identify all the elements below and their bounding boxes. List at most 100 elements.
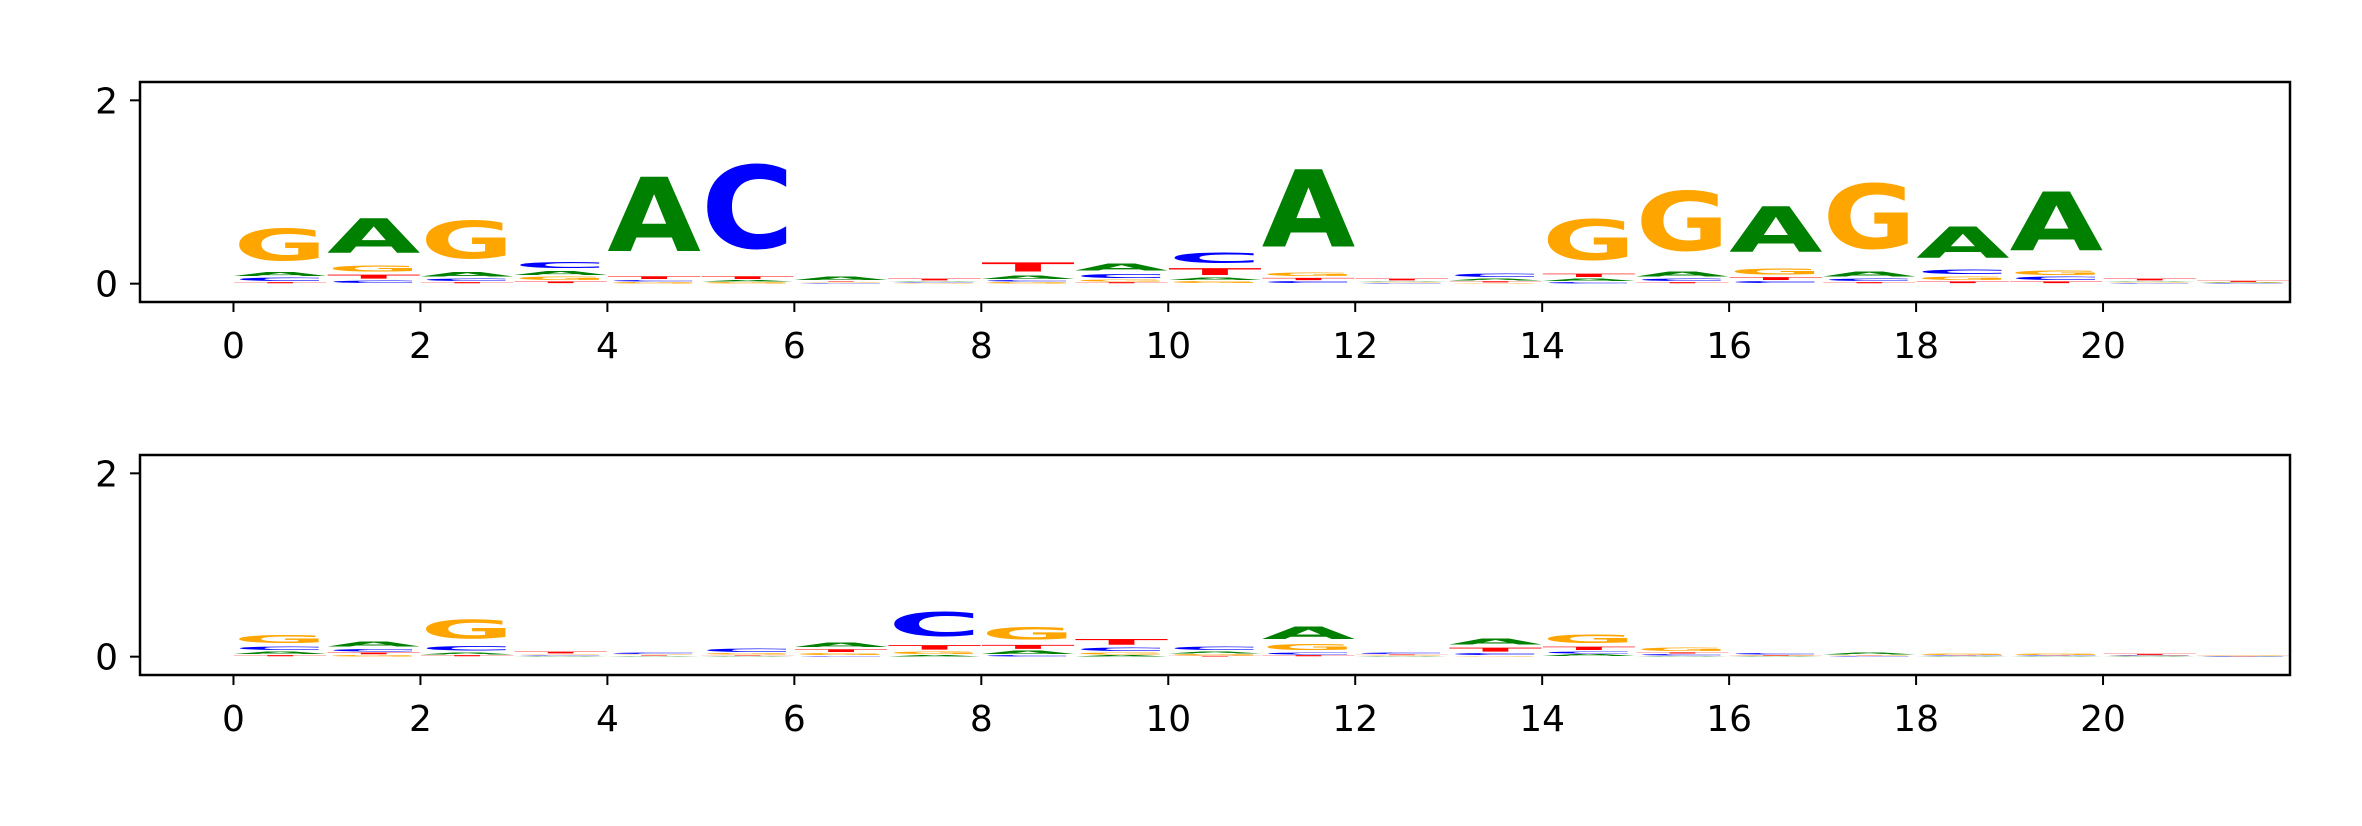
logo-letter-a: A <box>327 210 421 265</box>
logo-letter-t: T <box>607 275 700 280</box>
logo-letter-g: G <box>888 651 981 655</box>
logo-letter-t: T <box>420 282 513 284</box>
logo-letter-a: A <box>1262 623 1356 643</box>
logo-letter-a: A <box>1262 149 1356 272</box>
x-tick-label: 4 <box>596 326 619 367</box>
logo-letter-a: A <box>327 640 420 648</box>
logo-letter-t: T <box>1542 646 1635 651</box>
x-tick-label: 6 <box>783 326 806 367</box>
logo-letter-a: A <box>981 650 1074 655</box>
logo-letter-t: T <box>1449 647 1542 653</box>
logo-letter-c: C <box>794 656 887 657</box>
logo-letter-t: T <box>701 275 794 280</box>
logo-letter-t: T <box>2197 280 2290 282</box>
logo-letter-g: G <box>1355 282 1448 283</box>
axes-frame <box>138 80 2292 304</box>
logo-letter-t: T <box>233 282 326 284</box>
logo-letter-c: C <box>1916 268 2009 275</box>
logo-letter-g: G <box>1636 176 1729 270</box>
logo-letter-g: G <box>1449 283 1542 284</box>
logo-letter-a: A <box>1449 638 1542 647</box>
logo-letter-a: A <box>1075 262 1168 273</box>
x-tick-label: 8 <box>970 326 993 367</box>
x-tick-label: 2 <box>409 326 432 367</box>
logo-letter-g: G <box>1823 167 1916 270</box>
y-tick-label: 2 <box>95 81 118 122</box>
logo-letter-a: A <box>420 271 513 278</box>
logo-letter-c: C <box>327 648 420 652</box>
logo-letter-t: T <box>1449 281 1542 283</box>
x-tick-label: 6 <box>783 699 806 740</box>
logo-letter-a: A <box>514 270 607 276</box>
logo-letters: TACGGTCATACGACGTATGCATGCCGTAAGTCCATGAGCT… <box>233 606 2290 657</box>
logo-letter-g: G <box>888 283 981 284</box>
logo-letter-g: G <box>607 282 700 284</box>
logo-panel-top: TCAGCTGATCAGTGACGCTAGATCCGTAGCATGCATTGCA… <box>95 80 2292 367</box>
y-tick-label: 2 <box>95 454 118 495</box>
logo-letter-g: G <box>1636 647 1729 652</box>
logo-letter-g: G <box>701 653 794 655</box>
logo-letter-a: A <box>701 280 794 282</box>
logo-letter-g: G <box>1262 643 1355 652</box>
logo-letter-c: C <box>981 655 1074 657</box>
logo-letter-t: T <box>1542 273 1635 278</box>
logo-letter-t: T <box>794 281 887 282</box>
logo-letter-t: T <box>888 278 981 281</box>
x-tick-label: 14 <box>1519 326 1565 367</box>
logo-letter-c: C <box>1729 281 1822 284</box>
logo-letter-t: T <box>1355 278 1448 281</box>
logo-letter-g: G <box>514 654 607 655</box>
x-tick-label: 0 <box>222 699 245 740</box>
logo-letter-g: G <box>981 624 1074 644</box>
logo-letter-t: T <box>2010 281 2103 284</box>
logo-letter-t: T <box>1075 637 1168 646</box>
logo-letter-t: T <box>1168 266 1261 277</box>
logo-letter-c: C <box>1168 250 1261 266</box>
logo-letter-g: G <box>1729 267 1822 276</box>
logo-letter-g: G <box>2197 655 2290 656</box>
logo-letter-t: T <box>981 260 1074 275</box>
logo-letter-c: C <box>981 280 1074 282</box>
logo-letter-a: A <box>1636 270 1729 278</box>
logo-letter-t: T <box>1729 655 1822 656</box>
logo-letter-c: C <box>607 280 700 282</box>
logo-letter-g: G <box>1542 632 1635 646</box>
logo-letter-t: T <box>327 652 420 655</box>
logo-letter-g: G <box>1168 281 1261 284</box>
x-tick-label: 18 <box>1893 699 1939 740</box>
logo-letter-g: G <box>1916 275 2009 280</box>
logo-letter-c: C <box>701 648 794 653</box>
logo-letter-c: C <box>420 645 513 652</box>
logo-letter-c: C <box>1542 651 1635 654</box>
x-tick-label: 14 <box>1519 699 1565 740</box>
logo-letter-a: A <box>1916 218 2009 268</box>
logo-letter-a: A <box>1075 655 1168 657</box>
x-tick-label: 10 <box>1145 326 1191 367</box>
logo-letter-a: A <box>1355 281 1448 282</box>
logo-letter-a: A <box>794 276 887 281</box>
logo-letter-g: G <box>514 276 607 281</box>
logo-letter-t: T <box>1823 282 1916 284</box>
logo-letter-a: A <box>233 651 326 655</box>
logo-letter-c: C <box>888 606 981 644</box>
x-tick-label: 18 <box>1893 326 1939 367</box>
axes-frame <box>138 453 2292 677</box>
logo-letter-a: A <box>2010 176 2103 269</box>
logo-letter-a: A <box>420 652 513 655</box>
logo-letter-c: C <box>1262 281 1355 284</box>
x-tick-label: 2 <box>409 699 432 740</box>
logo-letter-t: T <box>1355 654 1448 655</box>
x-tick-label: 20 <box>2080 699 2126 740</box>
logo-letter-g: G <box>1542 209 1635 273</box>
logo-letter-c: C <box>1449 653 1542 656</box>
logo-letter-g: G <box>1355 655 1448 656</box>
logo-letter-c: C <box>327 280 420 284</box>
logo-letter-c: C <box>1449 273 1542 278</box>
logo-letter-a: A <box>981 275 1074 280</box>
x-tick-label: 16 <box>1706 326 1752 367</box>
logo-letter-g: G <box>420 210 513 270</box>
x-tick-label: 12 <box>1332 699 1378 740</box>
y-tick-label: 0 <box>95 265 118 306</box>
logo-letter-t: T <box>2103 278 2196 281</box>
